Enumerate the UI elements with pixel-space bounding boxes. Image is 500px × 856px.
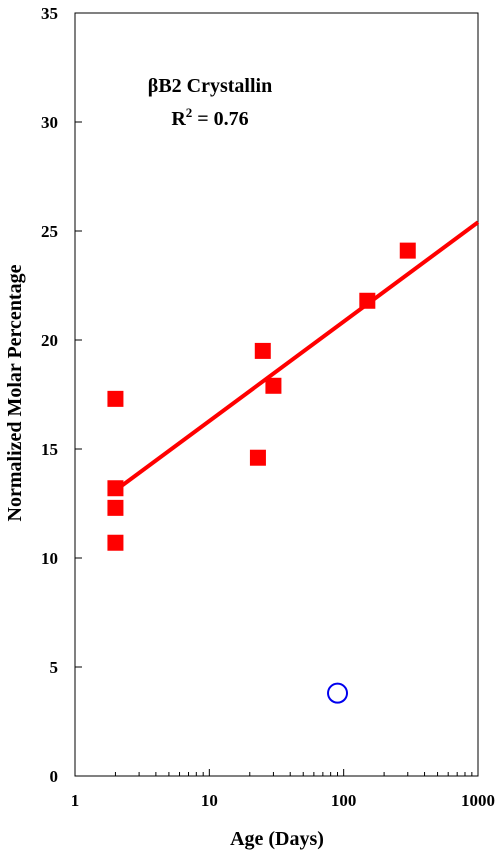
- r2-superscript: 2: [186, 105, 193, 120]
- y-tick-label: 35: [41, 4, 58, 23]
- annotation-protein: βB2 Crystallin: [148, 75, 272, 97]
- data-point-square: [359, 292, 376, 309]
- r2-prefix: R: [171, 108, 186, 130]
- data-point-square: [107, 480, 124, 497]
- data-point-square: [254, 342, 271, 359]
- x-tick-label: 1: [71, 791, 80, 810]
- x-tick-label: 100: [331, 791, 357, 810]
- y-tick-label: 25: [41, 222, 58, 241]
- plot-area: [74, 12, 479, 777]
- y-tick-label: 20: [41, 331, 58, 350]
- data-point-circle: [327, 682, 349, 704]
- y-tick-label: 10: [41, 549, 58, 568]
- data-point-square: [249, 449, 266, 466]
- data-point-square: [107, 390, 124, 407]
- x-tick-label: 1000: [461, 791, 495, 810]
- y-axis-ticks: 0 5 10 15 20 25 30 35: [41, 4, 82, 786]
- data-point-square: [107, 499, 124, 516]
- data-point-square: [107, 534, 124, 551]
- trendline-group: [114, 220, 480, 493]
- x-tick-label: 10: [201, 791, 218, 810]
- y-axis-title: Normalized Molar Percentage: [4, 264, 26, 521]
- x-axis-ticks: 1 10 100 1000: [71, 769, 495, 810]
- r2-suffix: = 0.76: [192, 108, 248, 130]
- data-point-square: [265, 377, 282, 394]
- plot-border: [74, 12, 479, 777]
- y-tick-label: 5: [50, 658, 59, 677]
- data-point-square: [399, 242, 416, 259]
- trendline: [114, 220, 480, 493]
- annotation-r-squared: R2 = 0.76: [171, 105, 248, 130]
- y-tick-label: 0: [50, 767, 59, 786]
- y-tick-label: 15: [41, 440, 58, 459]
- data-points: [107, 242, 416, 704]
- y-tick-label: 30: [41, 113, 58, 132]
- x-axis-title: Age (Days): [230, 828, 324, 850]
